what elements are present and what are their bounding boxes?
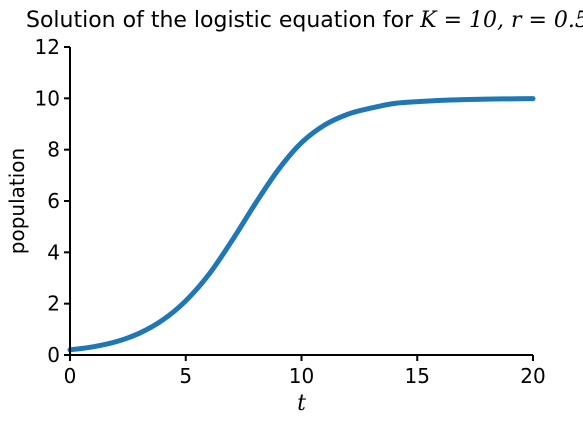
chart-title-math: K = 10, r = 0.5 [419,8,583,33]
y-tick-label-4: 8 [47,138,60,162]
x-tick-label-0: 0 [64,364,77,388]
y-tick-label-2: 4 [47,240,60,264]
y-tick-label-0: 0 [47,343,60,367]
plot-area [70,99,533,350]
x-axis-ticks: 0 5 10 15 20 [64,355,546,388]
y-tick-label-6: 12 [35,35,60,59]
x-tick-label-4: 20 [520,364,545,388]
x-tick-label-3: 15 [405,364,430,388]
x-tick-label-1: 5 [179,364,192,388]
y-axis-label: population [5,148,29,254]
x-axis-label: t [297,391,306,416]
y-tick-label-5: 10 [35,86,60,110]
chart-title-prefix: Solution of the logistic equation for [26,8,420,33]
chart-title: Solution of the logistic equation for K … [26,8,583,33]
x-tick-label-2: 10 [289,364,314,388]
y-tick-label-3: 6 [47,189,60,213]
y-tick-label-1: 2 [47,292,60,316]
series-line-0 [70,99,533,350]
y-axis-ticks: 0 2 4 6 8 10 12 [35,35,70,367]
